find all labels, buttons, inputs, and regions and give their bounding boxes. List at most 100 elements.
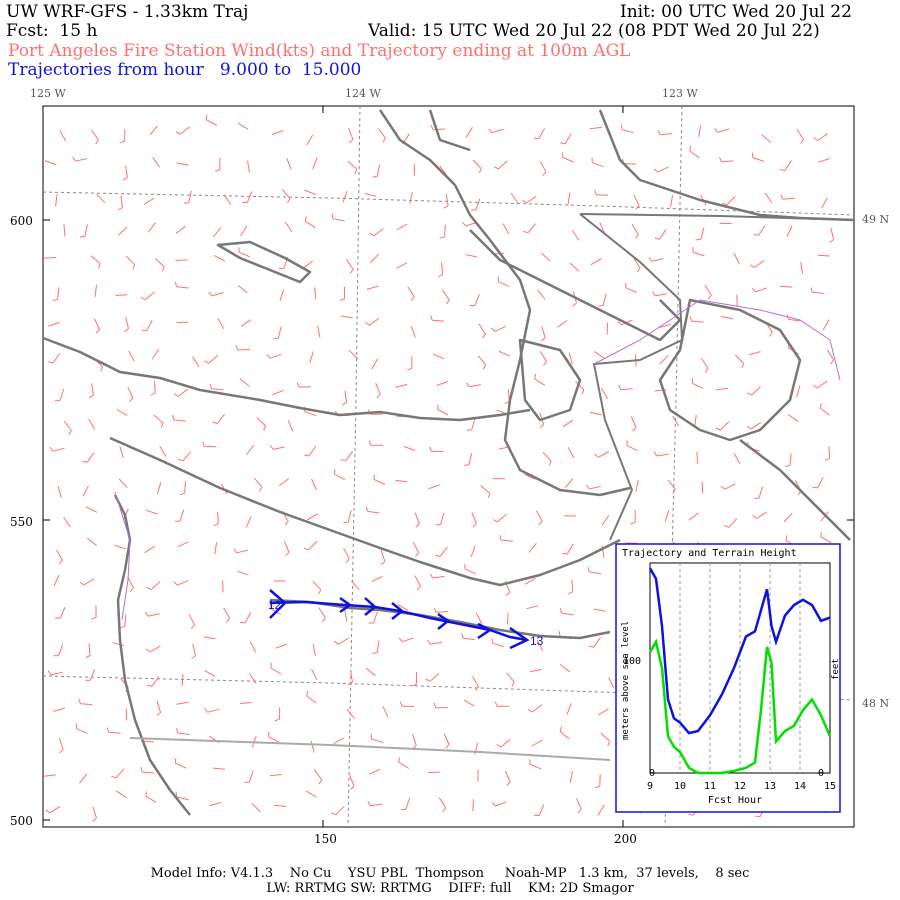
wind-barb <box>159 446 167 457</box>
wind-barb <box>176 701 189 705</box>
wind-barb <box>217 511 219 524</box>
wind-barb <box>465 126 473 138</box>
wind-barb <box>305 790 317 798</box>
wind-barb <box>371 575 383 582</box>
wind-barb <box>593 350 605 359</box>
wind-barb <box>468 384 481 388</box>
wind-barb <box>751 386 761 396</box>
forecast-hour: Fcst: 15 h <box>6 21 98 41</box>
wind-barb-feather <box>741 363 745 369</box>
wind-barb <box>119 445 124 458</box>
wind-barb-feather <box>542 171 547 176</box>
wind-barb <box>443 733 450 745</box>
lat-label-49n: 49 N <box>862 213 890 226</box>
wind-barb-feather <box>585 484 590 490</box>
wind-barb-feather <box>587 566 590 573</box>
wind-barb <box>696 451 699 464</box>
wind-barb <box>820 511 829 522</box>
wind-barb <box>430 641 443 645</box>
wind-barb <box>118 478 128 489</box>
wind-barb <box>491 128 504 134</box>
station-title: Port Angeles Fire Station Wind(kts) and … <box>8 41 631 61</box>
wind-barb <box>659 323 671 329</box>
wind-barb-feather <box>303 547 309 551</box>
wind-barb-feather <box>365 506 369 512</box>
wind-barb <box>539 350 547 362</box>
wind-barb <box>53 707 66 712</box>
wind-barb-feather <box>443 205 449 209</box>
wind-barb <box>761 134 772 143</box>
wind-barb <box>602 293 607 306</box>
wind-barb-feather <box>415 523 420 528</box>
wind-barb <box>826 349 835 361</box>
wind-barb <box>694 414 697 427</box>
wind-barb-feather <box>648 256 653 262</box>
wind-barb-feather <box>653 168 658 173</box>
wind-barb <box>52 352 61 364</box>
wind-barb <box>440 262 444 275</box>
wind-barb <box>477 355 487 366</box>
wind-barb <box>436 381 449 386</box>
wind-barb-feather <box>380 561 386 566</box>
inset-xtick-label: 11 <box>704 781 716 792</box>
wind-barb <box>630 416 637 428</box>
wind-barb-feather <box>632 427 637 432</box>
wind-barb <box>427 771 440 774</box>
wind-barb <box>156 700 162 713</box>
wind-barb-feather <box>79 235 85 238</box>
wind-barb-feather <box>695 238 701 241</box>
wind-barb <box>704 284 712 296</box>
wind-barb <box>94 284 97 297</box>
trajectory-arrow <box>477 622 493 640</box>
wind-barb <box>691 320 704 323</box>
wind-barb <box>589 485 602 490</box>
wind-barb <box>76 728 88 734</box>
wind-barb <box>633 257 641 269</box>
wind-barb <box>480 485 491 494</box>
wind-barb <box>796 385 801 398</box>
wind-barb <box>176 796 189 801</box>
wind-barb <box>127 386 134 399</box>
wind-barb <box>428 484 440 490</box>
wind-barb <box>786 225 793 238</box>
wind-barb <box>409 191 413 204</box>
wind-barb <box>559 664 571 673</box>
wind-barb <box>144 545 156 554</box>
wind-barb <box>312 157 318 170</box>
wind-barb <box>598 451 610 458</box>
wind-barb <box>567 446 575 458</box>
wind-barb <box>537 289 546 300</box>
wind-barb <box>203 636 216 640</box>
wind-barb <box>817 477 824 489</box>
wind-barb <box>89 669 96 681</box>
wind-barb-feather <box>92 817 97 822</box>
wind-barb <box>350 580 360 591</box>
wind-barb <box>114 544 127 550</box>
wind-barb <box>755 287 768 293</box>
wind-barb <box>539 160 547 173</box>
wind-barb-feather <box>724 525 730 528</box>
wind-barb-feather <box>296 382 300 388</box>
wind-barb-feather <box>349 139 354 144</box>
inset-ylabel-right: feet <box>831 658 841 680</box>
wind-barb-feather <box>607 740 611 746</box>
wind-barb <box>471 512 477 524</box>
wind-barb <box>312 580 322 591</box>
wind-barb <box>432 353 445 360</box>
wind-barb-feather <box>522 199 527 204</box>
wind-barb <box>633 194 640 206</box>
wind-barb-feather <box>543 361 547 366</box>
wind-barb-feather <box>140 767 143 773</box>
wind-barb <box>412 541 420 554</box>
wind-barb-feather <box>779 169 785 172</box>
wind-barb <box>88 418 96 430</box>
wind-barb-feather <box>688 813 694 816</box>
init-time: Init: 00 UTC Wed 20 Jul 22 <box>620 2 852 22</box>
wind-barb <box>115 294 128 296</box>
wind-barb-feather <box>410 296 415 301</box>
wind-barb <box>337 637 349 645</box>
wind-barb <box>667 479 676 490</box>
wind-barb-feather <box>365 321 370 326</box>
wind-barb-feather <box>635 205 640 210</box>
inset-ylabel-left: meters above sea level <box>621 621 631 740</box>
